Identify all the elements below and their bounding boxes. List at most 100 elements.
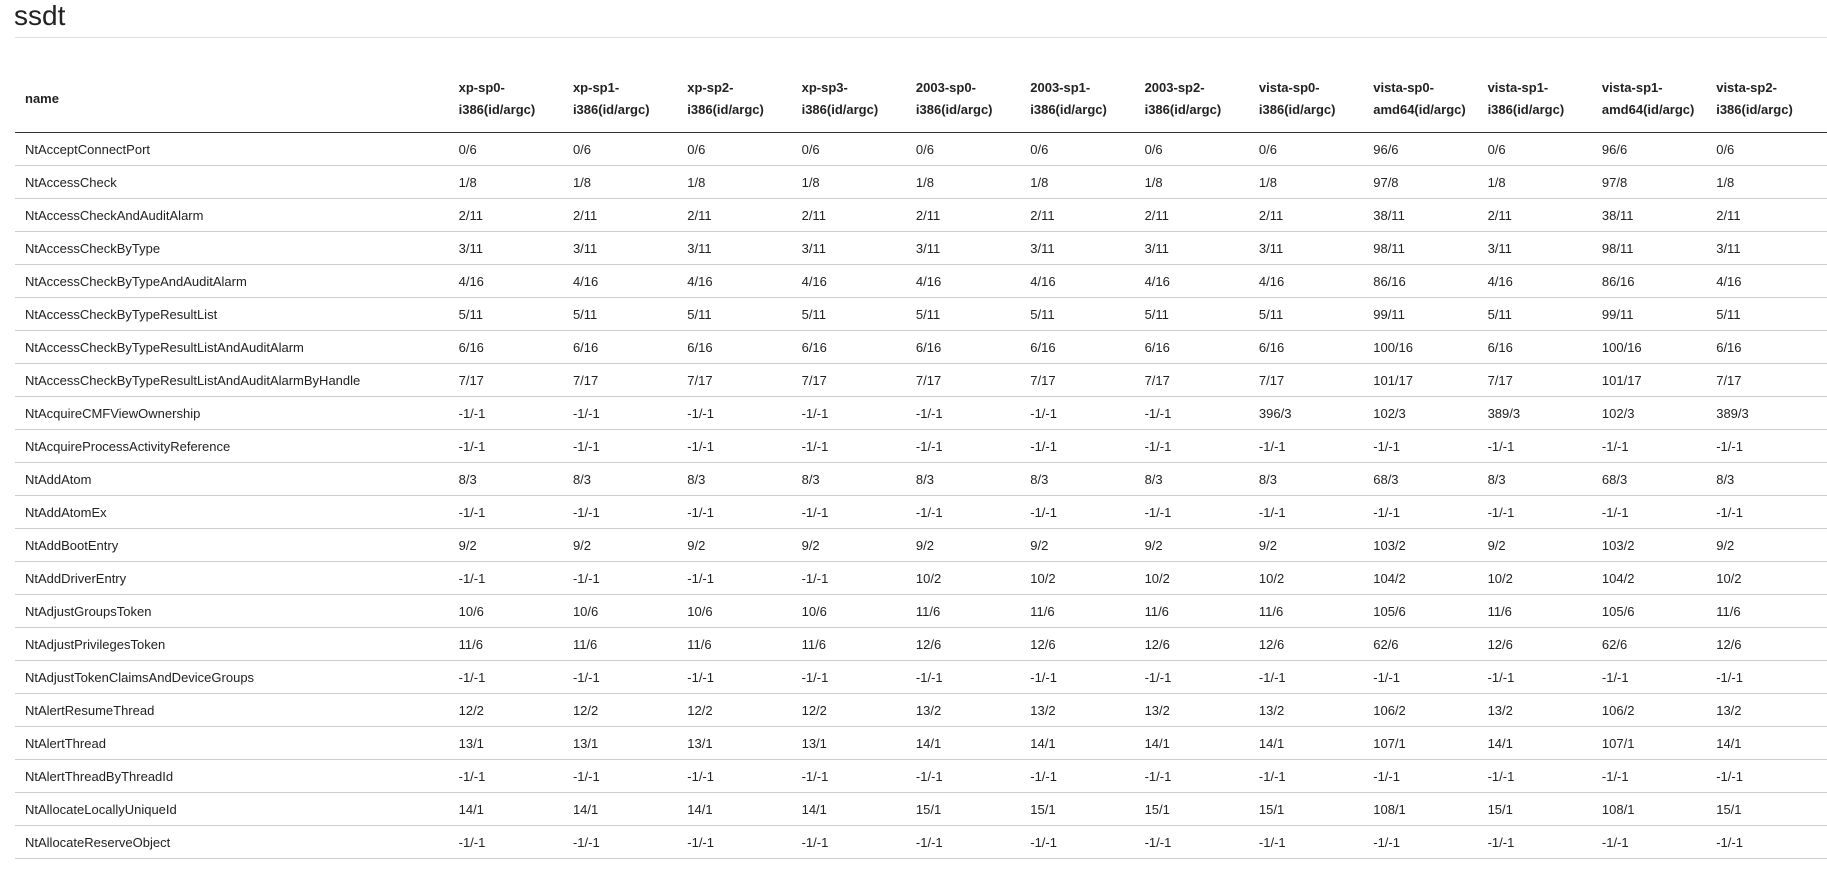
syscall-cell: 1/8 <box>1020 165 1135 199</box>
syscall-cell: -1/-1 <box>905 660 1021 694</box>
syscall-cell: -1/-1 <box>905 396 1021 430</box>
syscall-cell: 105/6 <box>1363 594 1478 628</box>
column-header: name <box>15 66 449 133</box>
syscall-name: NtAcquireProcessActivityReference <box>15 429 449 463</box>
syscall-cell: 10/2 <box>1134 561 1249 595</box>
syscall-cell: -1/-1 <box>677 759 792 793</box>
syscall-cell: 13/2 <box>1477 693 1592 727</box>
syscall-cell: 99/11 <box>1820 297 1827 331</box>
syscall-cell: -1/-1 <box>791 396 906 430</box>
syscall-cell: 102/3 <box>1591 396 1707 430</box>
syscall-cell: 7/17 <box>1248 363 1364 397</box>
syscall-cell: 6/16 <box>677 330 792 364</box>
syscall-cell: 3/11 <box>677 231 792 265</box>
syscall-cell: 9/2 <box>677 528 792 562</box>
syscall-cell: 4/16 <box>448 264 563 298</box>
syscall-cell: 7/17 <box>562 363 678 397</box>
syscall-cell: 106/2 <box>1591 693 1707 727</box>
syscall-cell: -1/-1 <box>562 396 678 430</box>
syscall-cell: 8/3 <box>1134 462 1249 496</box>
syscall-cell: -1/-1 <box>448 759 563 793</box>
column-header: 2003-sp2- i386(id/argc) <box>1134 66 1249 133</box>
syscall-cell: -1/-1 <box>1706 495 1821 529</box>
syscall-cell: 9/2 <box>905 528 1021 562</box>
syscall-cell: 104/2 <box>1363 561 1478 595</box>
syscall-cell: 9/2 <box>1706 528 1821 562</box>
syscall-cell: 15/1 <box>1706 792 1821 826</box>
syscall-cell: 62/6 <box>1591 627 1707 661</box>
header-line: i386(id/argc) <box>572 102 650 117</box>
syscall-name: NtAccessCheckByTypeResultListAndAuditAla… <box>15 330 449 364</box>
header-line: xp-sp1- <box>572 80 620 95</box>
syscall-cell: 7/17 <box>905 363 1021 397</box>
syscall-cell: 4/16 <box>562 264 678 298</box>
syscall-name: NtAdjustTokenClaimsAndDeviceGroups <box>15 660 449 694</box>
syscall-cell: -1/-1 <box>1591 495 1707 529</box>
table-row: NtAllocateReserveObject -1/-1 -1/-1 -1/-1 -1… <box>15 825 1827 859</box>
syscall-cell: 1/8 <box>1134 165 1249 199</box>
syscall-cell: -1/-1 <box>1820 660 1827 694</box>
syscall-cell: 13/1 <box>791 726 906 760</box>
table-row: NtAccessCheckAndAuditAlarm 2/11 2/11 2/11 2/… <box>15 198 1827 232</box>
syscall-cell: 9/2 <box>1020 528 1135 562</box>
syscall-cell: 8/3 <box>677 462 792 496</box>
syscall-cell: 14/1 <box>1020 726 1135 760</box>
syscall-cell: -1/-1 <box>1820 429 1827 463</box>
syscall-cell: 15/1 <box>1477 792 1592 826</box>
syscall-cell: 103/2 <box>1820 528 1827 562</box>
syscall-cell: 5/11 <box>1134 297 1249 331</box>
header-line: amd64(id/argc) <box>1601 102 1695 117</box>
syscall-cell: 13/2 <box>905 693 1021 727</box>
syscall-cell: 5/11 <box>1706 297 1821 331</box>
syscall-cell: 7/17 <box>677 363 792 397</box>
column-header: 2003-sp0- i386(id/argc) <box>905 66 1021 133</box>
syscall-name: NtAccessCheckAndAuditAlarm <box>15 198 449 232</box>
syscall-cell: 7/17 <box>448 363 563 397</box>
header-line: xp-sp2- <box>687 80 734 95</box>
syscall-cell: -1/-1 <box>1020 429 1135 463</box>
syscall-cell: 11/6 <box>677 627 792 661</box>
syscall-cell: 62/6 <box>1363 627 1478 661</box>
syscall-cell: 13/1 <box>677 726 792 760</box>
syscall-cell: 101/17 <box>1363 363 1478 397</box>
syscall-cell: 4/16 <box>905 264 1021 298</box>
syscall-name: NtAlertThread <box>15 726 449 760</box>
syscall-cell: 0/6 <box>791 132 906 166</box>
syscall-cell: 5/11 <box>448 297 563 331</box>
syscall-cell: 13/1 <box>448 726 563 760</box>
table-row: NtAdjustGroupsToken 10/6 10/6 10/6 10/6 11/6 1… <box>15 594 1827 628</box>
syscall-cell: 4/16 <box>1248 264 1364 298</box>
syscall-cell: 68/3 <box>1591 462 1707 496</box>
syscall-cell: -1/-1 <box>1477 660 1592 694</box>
header-line: i386(id/argc) <box>1716 102 1793 117</box>
syscall-cell: 14/1 <box>905 726 1021 760</box>
syscall-cell: 0/6 <box>1248 132 1364 166</box>
syscall-cell: 5/11 <box>1477 297 1592 331</box>
table-row: NtAddAtom 8/3 8/3 8/3 8/3 8/3 8/3 8/3 8/3 68/3 8/3… <box>15 462 1827 496</box>
syscall-cell: 103/2 <box>1363 528 1478 562</box>
syscall-cell: 6/16 <box>791 330 906 364</box>
syscall-cell: 389/3 <box>1706 396 1821 430</box>
column-header: xp-sp3- i386(id/argc) <box>791 66 906 133</box>
syscall-cell: 15/1 <box>1248 792 1364 826</box>
syscall-cell: 9/2 <box>1134 528 1249 562</box>
syscall-cell: 5/11 <box>677 297 792 331</box>
column-header: vista-sp1- i386(id/argc) <box>1477 66 1592 133</box>
syscall-cell: 1/8 <box>791 165 906 199</box>
table-row: NtAdjustTokenClaimsAndDeviceGroups -1/-1 -… <box>15 660 1827 694</box>
syscall-cell: 15/1 <box>905 792 1021 826</box>
syscall-cell: 99/11 <box>1591 297 1707 331</box>
syscall-cell: -1/-1 <box>1477 759 1592 793</box>
syscall-cell: 12/6 <box>1248 627 1364 661</box>
syscall-cell: -1/-1 <box>1248 429 1364 463</box>
syscall-cell: 9/2 <box>1477 528 1592 562</box>
syscall-cell: 10/2 <box>905 561 1021 595</box>
syscall-cell: 107/1 <box>1820 726 1827 760</box>
syscall-cell: 101/17 <box>1591 363 1707 397</box>
syscall-cell: 4/16 <box>677 264 792 298</box>
syscall-cell: -1/-1 <box>791 495 906 529</box>
syscall-cell: 12/6 <box>1020 627 1135 661</box>
syscall-cell: 0/6 <box>677 132 792 166</box>
syscall-cell: -1/-1 <box>1248 660 1364 694</box>
syscall-cell: 2/11 <box>1248 198 1364 232</box>
